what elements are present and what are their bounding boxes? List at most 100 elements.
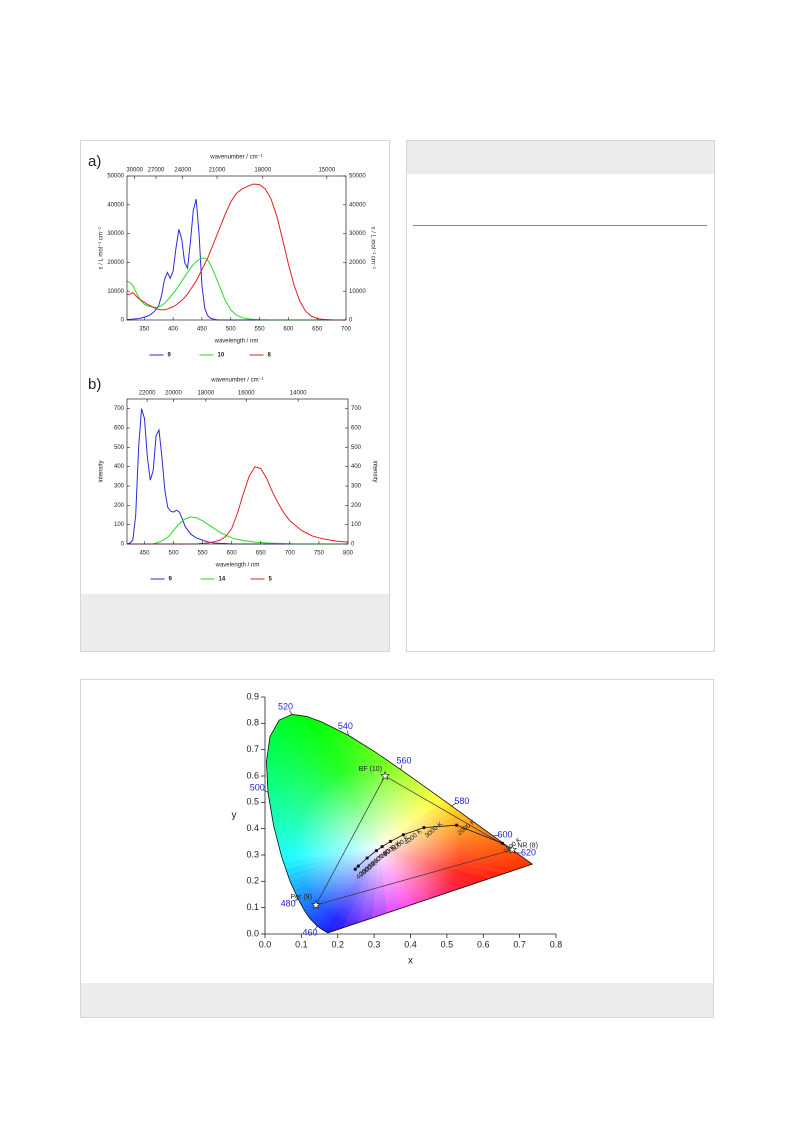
y-tick-label: 700	[114, 406, 125, 412]
table-header	[407, 141, 714, 174]
planckian-point	[500, 841, 505, 845]
plot-frame	[126, 398, 349, 545]
table-box	[406, 140, 715, 652]
x-tick-label: 750	[314, 551, 325, 557]
wavelength-label: 600	[497, 829, 512, 839]
white-glow	[266, 714, 533, 933]
y-tick-label: 0	[121, 542, 125, 548]
y2-tick-label: 10000	[349, 289, 366, 295]
wavelength-tick	[263, 789, 269, 793]
planckian-point	[422, 825, 426, 830]
figure-box	[80, 140, 390, 652]
x-tick-label: 650	[256, 551, 267, 557]
y2-tick-label: 0	[351, 542, 355, 548]
x2-axis-label: wavenumber / cm⁻¹	[210, 378, 264, 384]
planckian-point	[388, 839, 393, 844]
x-axis-label: wavelength / nm	[214, 339, 259, 345]
sample-label: BF (10)	[359, 766, 382, 773]
y-tick-label: 0.1	[246, 902, 259, 912]
y-tick-label: 0.8	[246, 718, 259, 728]
x-tick-label: 450	[197, 327, 208, 333]
legend-label: 9	[169, 577, 173, 583]
wavelength-label: 460	[302, 928, 317, 938]
panel-label: b)	[88, 376, 101, 393]
x-tick-label: 450	[139, 551, 150, 557]
x2-tick-label: 27000	[148, 168, 165, 174]
x-tick-label: 0.8	[550, 939, 563, 949]
x-tick-label: 0.1	[295, 939, 308, 949]
x-axis-label: wavelength / nm	[215, 563, 260, 569]
y-tick-label: 400	[114, 464, 125, 470]
x-tick-label: 0.4	[404, 939, 417, 949]
y2-tick-label: 600	[351, 426, 362, 432]
x-tick-label: 400	[168, 327, 179, 333]
y2-tick-label: 20000	[349, 260, 366, 266]
wavelength-label: 540	[338, 721, 353, 731]
x-tick-label: 0.2	[331, 939, 344, 949]
x-tick-label: 0.5	[441, 939, 454, 949]
wavelength-label: 580	[454, 796, 469, 806]
wavelength-label: 560	[396, 755, 411, 765]
x2-tick-label: 20000	[165, 391, 182, 397]
legend-label: 8	[268, 353, 272, 359]
y-tick-label: 0	[121, 318, 125, 324]
y-tick-label: 0.4	[246, 823, 259, 833]
y2-tick-label: 200	[351, 503, 362, 509]
wavelength-tick	[451, 803, 456, 807]
x2-tick-label: 18000	[254, 168, 271, 174]
spectral-locus	[266, 714, 534, 934]
x2-tick-label: 21000	[209, 168, 226, 174]
caption-placeholder	[81, 983, 713, 1017]
wavelength-tick	[346, 730, 349, 736]
x-tick-label: 550	[198, 551, 209, 557]
x-tick-label: 800	[343, 551, 354, 557]
panel-label: a)	[88, 153, 101, 170]
legend-label: 9	[168, 353, 172, 359]
wavelength-label: 520	[278, 701, 293, 711]
legend-label: 10	[218, 353, 225, 359]
x2-tick-label: 24000	[174, 168, 191, 174]
y-tick-label: 600	[114, 426, 125, 432]
y-tick-label: 0.9	[246, 691, 259, 701]
y-axis-label: intensity	[99, 460, 105, 482]
plot-frame	[126, 175, 347, 321]
y-tick-label: 20000	[107, 260, 124, 266]
wavelength-label: 500	[250, 783, 265, 793]
y-tick-label: 50000	[107, 174, 124, 180]
planckian-point	[454, 823, 459, 827]
x2-tick-label: 14000	[290, 391, 307, 397]
x-tick-label: 0.7	[513, 939, 526, 949]
planckian-point	[380, 845, 384, 849]
x2-tick-label: 30000	[126, 168, 143, 174]
wavelength-tick	[293, 898, 299, 903]
y2-tick-label: 700	[351, 406, 362, 412]
y-tick-label: 200	[114, 503, 125, 509]
y2-axis-label: ε / L mol⁻¹ cm⁻¹	[369, 227, 375, 269]
x-tick-label: 500	[169, 551, 180, 557]
sample-point	[507, 844, 518, 854]
wavelength-tick	[289, 710, 293, 715]
y-tick-label: 0.3	[246, 849, 259, 859]
x2-tick-label: 16000	[238, 391, 255, 397]
wavelength-tick	[314, 925, 318, 931]
x-tick-label: 0.3	[368, 939, 381, 949]
legend-label: 14	[219, 577, 226, 583]
y-tick-label: 10000	[107, 289, 124, 295]
y2-tick-label: 300	[351, 484, 362, 490]
y-tick-label: 500	[114, 445, 125, 451]
sample-point	[380, 770, 390, 781]
planckian-locus	[354, 824, 503, 870]
y2-tick-label: 100	[351, 522, 362, 528]
sample-label: NR (8)	[517, 843, 538, 850]
y-tick-label: 300	[114, 484, 125, 490]
y-tick-label: 100	[114, 522, 125, 528]
caption-placeholder	[81, 594, 389, 651]
x-tick-label: 550	[255, 327, 266, 333]
planckian-point	[365, 856, 369, 860]
planckian-point	[353, 867, 357, 871]
y2-tick-label: 0	[349, 318, 353, 324]
legend-label: 5	[269, 577, 273, 583]
x-tick-label: 500	[226, 327, 237, 333]
x2-tick-label: 15000	[318, 168, 335, 174]
